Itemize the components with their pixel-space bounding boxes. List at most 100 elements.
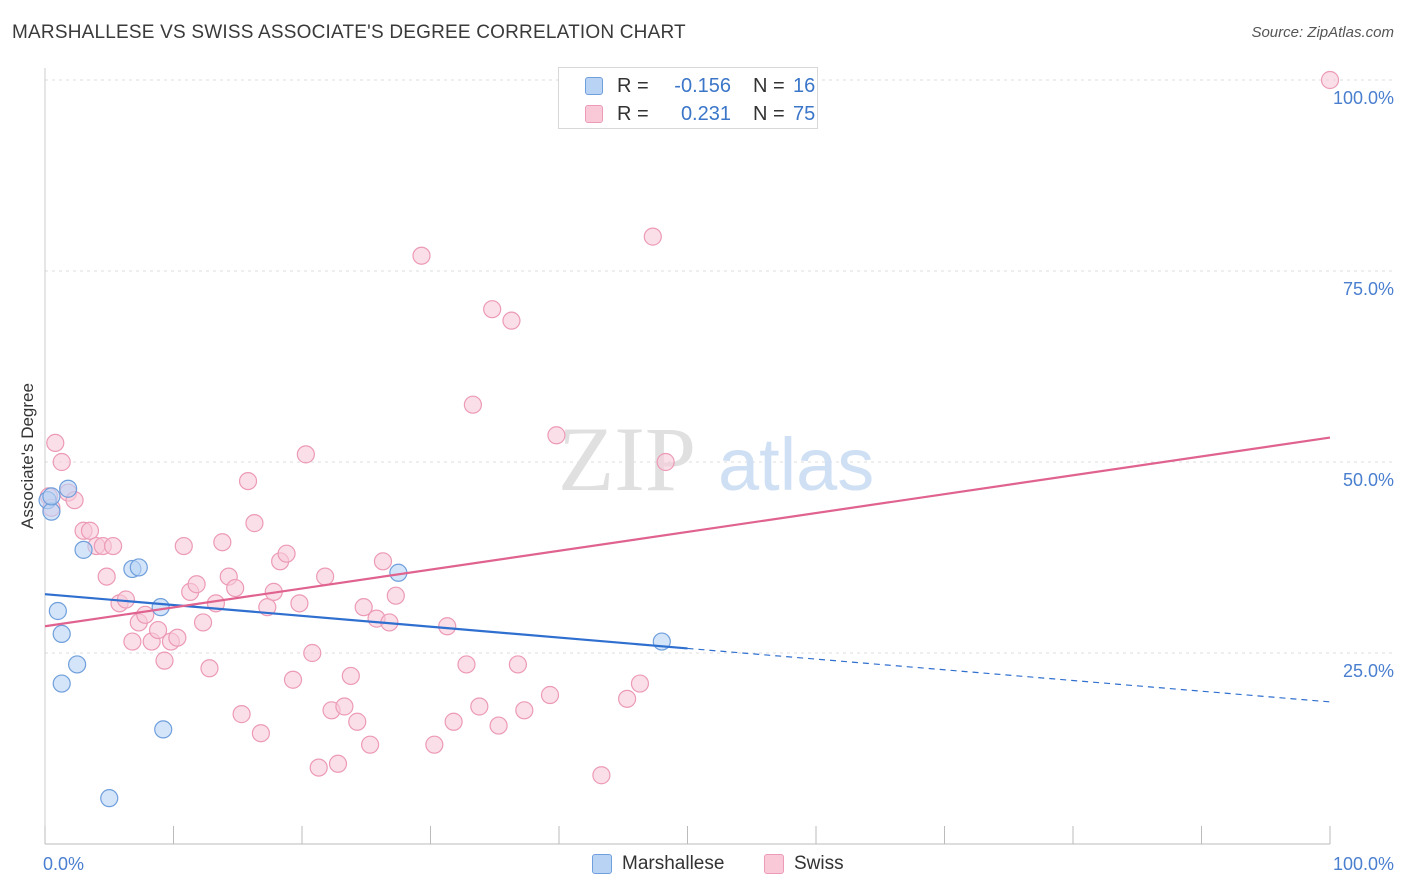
legend-row-swiss: R = 0.231 N = 75 bbox=[585, 102, 815, 126]
marshallese-point bbox=[151, 598, 170, 617]
swiss-point bbox=[386, 586, 405, 605]
legend-r-label: R = bbox=[617, 102, 649, 125]
swiss-point bbox=[1320, 70, 1340, 90]
swiss-point bbox=[361, 735, 380, 754]
swiss-point bbox=[46, 433, 65, 452]
swiss-point bbox=[309, 758, 328, 777]
y-tick-label: 25.0% bbox=[1343, 661, 1394, 681]
swiss-point bbox=[412, 246, 431, 265]
marshallese-point bbox=[74, 540, 93, 559]
marshallese-point bbox=[48, 601, 67, 621]
points-layer bbox=[38, 70, 1340, 808]
legend-swatch-swiss bbox=[585, 105, 603, 123]
swiss-point bbox=[438, 617, 457, 636]
legend-n-value: 75 bbox=[793, 102, 816, 125]
swiss-trendline bbox=[44, 436, 1331, 628]
swiss-point bbox=[226, 578, 245, 598]
swiss-point bbox=[444, 712, 463, 731]
swiss-point bbox=[290, 594, 309, 613]
marshallese-trendline-extension bbox=[687, 647, 1331, 703]
trend-layer bbox=[44, 436, 1331, 703]
marshallese-point bbox=[129, 558, 148, 577]
swiss-point bbox=[123, 632, 142, 651]
swiss-point bbox=[200, 659, 219, 678]
swiss-point bbox=[251, 724, 270, 743]
swiss-point bbox=[502, 311, 521, 330]
marshallese-point bbox=[59, 479, 78, 498]
swiss-point bbox=[283, 670, 303, 689]
tick-label-layer: 25.0% 50.0% 75.0% 100.0% 0.0% 100.0% bbox=[43, 88, 1394, 874]
y-tick-label: 50.0% bbox=[1343, 470, 1394, 490]
legend-swatch-marshallese bbox=[592, 854, 612, 874]
marshallese-point bbox=[154, 720, 173, 739]
y-tick-label: 100.0% bbox=[1333, 88, 1394, 108]
swiss-point bbox=[348, 712, 367, 731]
legend-item-swiss[interactable]: Swiss bbox=[764, 852, 844, 876]
swiss-point bbox=[258, 598, 277, 617]
swiss-point bbox=[97, 567, 116, 586]
swiss-point bbox=[168, 628, 187, 647]
swiss-point bbox=[213, 533, 232, 552]
marshallese-point bbox=[42, 502, 61, 521]
legend-n-value: 16 bbox=[793, 74, 816, 97]
marshallese-point bbox=[68, 655, 87, 674]
swiss-point bbox=[335, 697, 354, 716]
chart-title: MARSHALLESE VS SWISS ASSOCIATE'S DEGREE … bbox=[12, 22, 686, 43]
swiss-point bbox=[296, 445, 315, 464]
swiss-point bbox=[155, 651, 174, 670]
swiss-point bbox=[277, 544, 296, 563]
swiss-point bbox=[618, 689, 637, 708]
swiss-point bbox=[373, 552, 393, 571]
watermark: ZIP atlas bbox=[558, 408, 874, 510]
swiss-point bbox=[52, 452, 71, 472]
legend-n-label: N = bbox=[753, 74, 785, 97]
legend-swatch-swiss bbox=[764, 854, 784, 874]
swiss-point bbox=[592, 766, 611, 785]
swiss-point bbox=[148, 620, 168, 640]
swiss-point bbox=[193, 613, 213, 632]
watermark-atlas: atlas bbox=[718, 423, 874, 506]
swiss-point bbox=[80, 521, 100, 540]
x-tick-label: 0.0% bbox=[43, 854, 84, 874]
swiss-point bbox=[341, 666, 360, 686]
y-tick-label: 75.0% bbox=[1343, 279, 1394, 299]
swiss-point bbox=[303, 643, 322, 663]
swiss-point bbox=[483, 300, 502, 319]
watermark-zip: ZIP bbox=[558, 408, 696, 510]
swiss-point bbox=[463, 395, 483, 414]
legend-n-label: N = bbox=[753, 102, 785, 125]
grid-layer bbox=[45, 79, 1394, 654]
swiss-point bbox=[245, 514, 264, 533]
legend-r-value: 0.231 bbox=[680, 102, 731, 125]
swiss-point bbox=[232, 705, 251, 724]
marshallese-trendline bbox=[44, 593, 688, 650]
axis-layer bbox=[44, 68, 1331, 845]
swiss-point bbox=[540, 685, 560, 705]
swiss-point bbox=[643, 227, 662, 246]
legend-row-marshallese: R = -0.156 N = 16 bbox=[585, 74, 815, 98]
swiss-point bbox=[508, 655, 527, 674]
swiss-point bbox=[174, 536, 193, 556]
y-axis-label: Associate's Degree bbox=[18, 383, 37, 529]
legend-label-marshallese: Marshallese bbox=[622, 853, 725, 874]
swiss-point bbox=[104, 536, 123, 556]
swiss-point bbox=[630, 674, 650, 693]
legend-label-swiss: Swiss bbox=[794, 853, 844, 874]
x-tick-label: 100.0% bbox=[1333, 854, 1394, 874]
swiss-point bbox=[470, 697, 489, 716]
swiss-point bbox=[238, 472, 258, 491]
legend-stats-box: R = -0.156 N = 16 R = 0.231 N = 75 bbox=[558, 67, 818, 129]
legend-r-label: R = bbox=[617, 74, 649, 97]
source-label: Source: ZipAtlas.com bbox=[1251, 24, 1394, 41]
marshallese-point bbox=[52, 624, 71, 644]
swiss-point bbox=[354, 598, 373, 617]
swiss-point bbox=[136, 605, 155, 624]
swiss-point bbox=[515, 701, 534, 720]
legend-r-value: -0.156 bbox=[674, 74, 731, 97]
legend-swatch-marshallese bbox=[585, 77, 603, 95]
swiss-point bbox=[656, 452, 675, 472]
swiss-point bbox=[489, 716, 508, 735]
swiss-point bbox=[425, 735, 444, 754]
swiss-point bbox=[457, 655, 476, 674]
legend-item-marshallese[interactable]: Marshallese bbox=[592, 852, 724, 876]
